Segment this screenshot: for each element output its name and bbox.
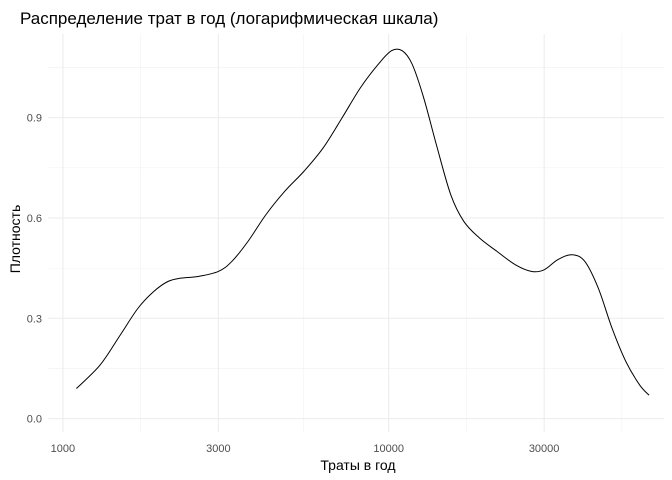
chart-title: Распределение трат в год (логарифмическа… xyxy=(20,9,438,28)
y-tick-label: 0.9 xyxy=(27,113,42,125)
x-tick-label: 30000 xyxy=(529,443,560,455)
minor-grid xyxy=(48,34,664,432)
y-axis-ticks: 0.0 0.3 0.6 0.9 xyxy=(27,113,42,426)
x-tick-label: 1000 xyxy=(51,443,75,455)
major-grid xyxy=(48,34,664,432)
y-tick-label: 0.3 xyxy=(27,313,42,325)
y-tick-label: 0.0 xyxy=(27,414,42,426)
y-axis-label: Плотность xyxy=(7,205,23,274)
x-axis-label: Траты в год xyxy=(320,457,395,473)
density-line xyxy=(76,48,650,396)
y-tick-label: 0.6 xyxy=(27,213,42,225)
x-tick-label: 10000 xyxy=(373,443,404,455)
x-tick-label: 3000 xyxy=(206,443,230,455)
series-layer xyxy=(76,48,650,396)
x-axis-ticks: 1000 3000 10000 30000 xyxy=(51,443,560,455)
